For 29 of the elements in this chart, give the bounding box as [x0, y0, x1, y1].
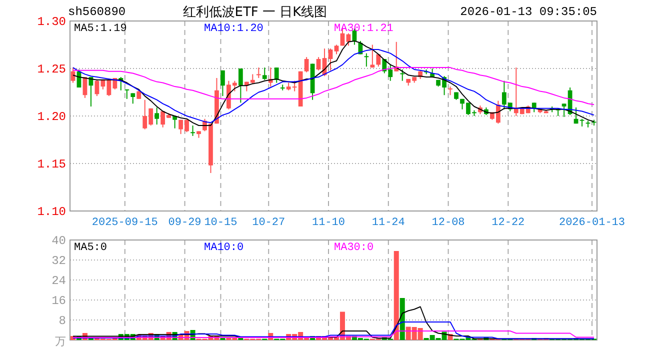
- text: 2026-01-13 09:35:05: [460, 5, 597, 19]
- text: MA30:0: [334, 242, 374, 254]
- y-tick-label: 8: [58, 314, 66, 328]
- y-tick-label: 24: [52, 274, 66, 288]
- y-tick-label: 1.25: [37, 62, 66, 76]
- y-tick-label: 1.10: [37, 205, 66, 219]
- x-tick-label: 2025-09-15: [92, 217, 158, 229]
- y-tick-label: 40: [52, 234, 66, 248]
- y-tick-label: 1.15: [37, 158, 66, 172]
- text: MA5:0: [74, 242, 108, 254]
- y-tick-label: 32: [52, 254, 66, 268]
- x-tick-label: 12-08: [432, 217, 465, 229]
- text: MA5:1.19: [74, 23, 127, 35]
- x-tick-label: 10-15: [204, 217, 238, 229]
- y-tick-label: 1.30: [37, 15, 66, 29]
- y-tick-label: 16: [52, 294, 66, 308]
- text: MA30:1.21: [334, 23, 394, 35]
- x-tick-label: 12-22: [492, 217, 525, 229]
- y-tick-label: 1.20: [37, 110, 66, 124]
- y-axis-title: 万: [55, 335, 66, 348]
- chart-title: 红利低波ETF 一 日K线图: [182, 5, 328, 20]
- x-tick-label: 11-24: [372, 217, 406, 229]
- x-tick-label: 09-29: [168, 217, 202, 229]
- text: MA10:1.20: [204, 23, 264, 35]
- text: MA10:0: [204, 242, 244, 254]
- text: sh560890: [68, 5, 126, 19]
- x-tick-label: 10-27: [252, 217, 286, 229]
- x-tick-label: 2026-01-13: [559, 217, 626, 229]
- x-tick-label: 11-10: [312, 217, 346, 229]
